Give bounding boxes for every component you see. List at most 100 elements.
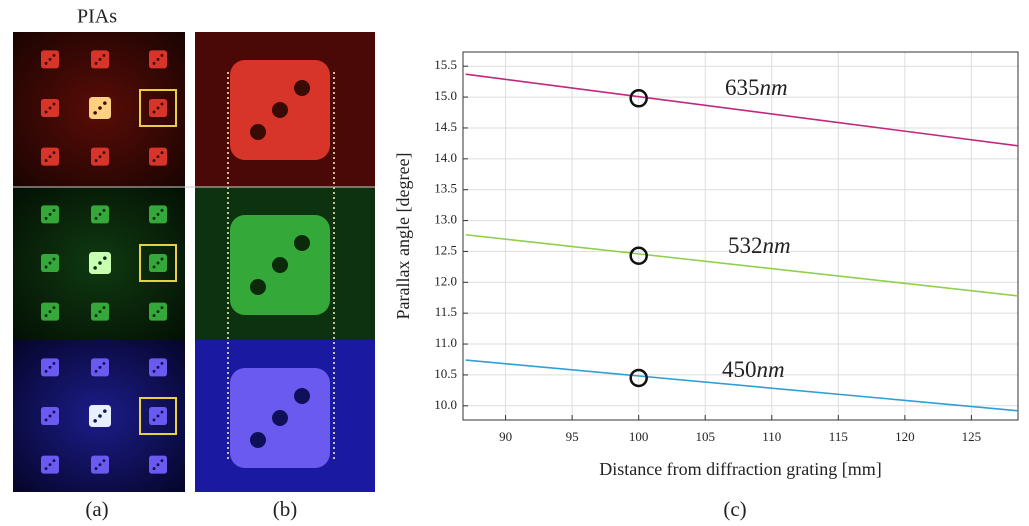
y-tick-label: 13.0 xyxy=(434,212,457,227)
y-tick-label: 15.0 xyxy=(434,88,457,103)
y-tick-label: 13.5 xyxy=(434,181,457,196)
y-tick-label: 11.0 xyxy=(435,335,457,350)
series-line xyxy=(465,233,1019,297)
x-tick-label: 90 xyxy=(499,429,512,444)
pip xyxy=(160,53,164,57)
pip xyxy=(48,414,52,418)
pip xyxy=(44,467,48,471)
plot-frame xyxy=(462,51,1019,421)
pip xyxy=(52,208,56,212)
y-tick-label: 12.5 xyxy=(434,242,457,257)
pip xyxy=(48,106,52,110)
series-name: 635 xyxy=(725,75,760,100)
x-tick-label: 115 xyxy=(829,429,848,444)
series-label: 635nm xyxy=(725,75,788,100)
pip xyxy=(160,459,164,463)
pip xyxy=(94,467,98,471)
pip xyxy=(52,257,56,261)
pip xyxy=(160,102,164,106)
pip xyxy=(44,369,48,373)
pip xyxy=(102,208,106,212)
y-tick-label: 12.0 xyxy=(434,273,457,288)
pip xyxy=(44,418,48,422)
pip xyxy=(152,159,156,163)
y-tick-label: 11.5 xyxy=(435,304,457,319)
pip xyxy=(294,235,310,251)
panel-title: PIAs xyxy=(77,6,117,28)
pip xyxy=(98,212,102,216)
pip xyxy=(152,467,156,471)
x-tick-label: 125 xyxy=(962,429,982,444)
marker xyxy=(629,89,648,108)
pip xyxy=(160,410,164,414)
pip xyxy=(98,463,102,467)
pip xyxy=(48,261,52,265)
pip xyxy=(102,361,106,365)
pip xyxy=(44,159,48,163)
panel-label: (a) xyxy=(85,497,108,521)
pip xyxy=(52,361,56,365)
pip xyxy=(98,414,102,418)
x-tick-label: 105 xyxy=(695,429,715,444)
pip xyxy=(294,80,310,96)
pip xyxy=(48,57,52,61)
pip xyxy=(160,361,164,365)
series-unit: nm xyxy=(757,357,785,382)
pip xyxy=(52,306,56,310)
pip xyxy=(103,409,107,413)
pip xyxy=(94,61,98,65)
series-unit: nm xyxy=(760,75,788,100)
y-tick-label: 15.5 xyxy=(434,57,457,72)
pip xyxy=(250,432,266,448)
pip xyxy=(102,306,106,310)
pip xyxy=(152,418,156,422)
pip xyxy=(94,216,98,220)
pip xyxy=(44,265,48,269)
pip xyxy=(152,110,156,114)
pip xyxy=(156,57,160,61)
pip xyxy=(152,369,156,373)
marker xyxy=(629,246,648,266)
x-tick-label: 110 xyxy=(762,429,781,444)
panel-label: (b) xyxy=(273,497,298,521)
pip xyxy=(272,102,288,118)
y-tick-label: 14.0 xyxy=(434,150,457,165)
y-tick-label: 10.0 xyxy=(434,397,457,412)
pip xyxy=(98,261,102,265)
series-line xyxy=(465,359,1019,412)
x-axis-label: Distance from diffraction grating [mm] xyxy=(599,459,882,479)
highlight-box xyxy=(139,244,177,282)
pip xyxy=(98,106,102,110)
pip xyxy=(272,257,288,273)
pip xyxy=(44,110,48,114)
pip xyxy=(48,310,52,314)
pip xyxy=(152,314,156,318)
pip xyxy=(48,212,52,216)
pip xyxy=(52,53,56,57)
pip xyxy=(156,414,160,418)
pip xyxy=(102,151,106,155)
pip xyxy=(103,256,107,260)
pip xyxy=(250,124,266,140)
pip xyxy=(294,388,310,404)
pip xyxy=(160,151,164,155)
pip xyxy=(94,369,98,373)
pip xyxy=(152,265,156,269)
pip xyxy=(152,216,156,220)
pip xyxy=(98,310,102,314)
pip xyxy=(44,314,48,318)
pip xyxy=(48,365,52,369)
pip xyxy=(94,314,98,318)
pip xyxy=(93,111,97,115)
photos xyxy=(13,32,375,492)
marker xyxy=(629,368,648,388)
y-axis-label: Parallax angle [degree] xyxy=(393,153,413,320)
x-tick-label: 100 xyxy=(629,429,649,444)
pip xyxy=(160,306,164,310)
pip xyxy=(98,57,102,61)
pip xyxy=(156,463,160,467)
pip xyxy=(52,102,56,106)
pip xyxy=(250,279,266,295)
pip xyxy=(98,365,102,369)
x-tick-label: 120 xyxy=(895,429,915,444)
